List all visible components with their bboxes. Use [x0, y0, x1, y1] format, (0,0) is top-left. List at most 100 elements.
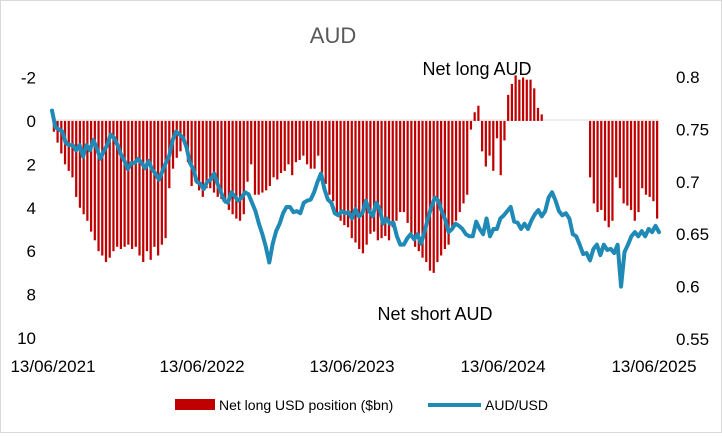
- usd-position-bar: [175, 120, 178, 158]
- right-tick-label: 0.7: [676, 173, 700, 192]
- usd-position-bar: [529, 79, 532, 121]
- usd-position-bar: [376, 120, 379, 241]
- usd-position-bar: [607, 120, 610, 228]
- usd-position-bar: [488, 120, 491, 156]
- usd-position-bar: [242, 120, 245, 215]
- left-tick-label: -2: [21, 69, 36, 88]
- legend: Net long USD position ($bn) AUD/USD: [175, 397, 548, 413]
- usd-position-bar: [82, 120, 85, 215]
- usd-position-bar: [518, 79, 521, 121]
- x-tick-label: 13/06/2021: [10, 357, 95, 376]
- usd-position-bar: [425, 120, 428, 263]
- usd-position-bar: [149, 120, 152, 260]
- usd-position-bar: [451, 120, 454, 230]
- usd-position-bar: [75, 120, 78, 197]
- usd-position-bar: [633, 120, 636, 221]
- usd-position-bar: [417, 120, 420, 252]
- usd-position-bar: [462, 120, 465, 204]
- x-tick-label: 13/06/2024: [460, 357, 545, 376]
- left-tick-label: 0: [27, 112, 36, 131]
- usd-position-bar: [406, 120, 409, 223]
- usd-position-bar: [324, 120, 327, 184]
- usd-position-bar: [514, 75, 517, 121]
- usd-position-bar: [600, 120, 603, 210]
- usd-position-bar: [212, 120, 216, 193]
- usd-position-bar: [458, 120, 461, 213]
- usd-position-bar: [127, 120, 130, 245]
- usd-position-bar: [629, 120, 633, 210]
- usd-position-bar: [499, 120, 502, 176]
- usd-position-bar: [134, 120, 137, 247]
- usd-position-bar: [104, 120, 108, 263]
- usd-position-bar: [116, 120, 119, 247]
- usd-position-bar: [287, 120, 290, 165]
- usd-position-bar: [641, 120, 644, 189]
- right-tick-label: 0.75: [676, 120, 709, 139]
- usd-position-bar: [343, 120, 346, 226]
- usd-position-bar: [320, 120, 324, 174]
- usd-position-bar: [644, 120, 648, 195]
- usd-position-bar: [358, 120, 361, 249]
- usd-position-bar: [224, 120, 227, 204]
- usd-position-bar: [101, 120, 104, 256]
- usd-position-bar: [354, 120, 357, 243]
- usd-position-bar: [145, 120, 149, 252]
- usd-position-bar: [276, 120, 279, 180]
- left-tick-label: 4: [27, 199, 36, 218]
- usd-position-bar: [246, 120, 249, 182]
- usd-position-bar: [291, 120, 294, 176]
- x-tick-label: 13/06/2025: [611, 357, 696, 376]
- usd-position-bar: [596, 120, 599, 213]
- usd-position-bar: [250, 120, 253, 165]
- usd-position-bar: [164, 120, 167, 239]
- usd-position-bar: [346, 120, 350, 228]
- usd-position-bar: [279, 120, 283, 174]
- legend-line-label: AUD/USD: [485, 397, 548, 413]
- usd-position-bar: [261, 120, 264, 193]
- usd-position-bar: [231, 120, 234, 215]
- usd-position-bar: [484, 120, 487, 167]
- usd-position-bar: [183, 120, 186, 141]
- usd-position-bar: [93, 120, 96, 241]
- usd-position-bar: [656, 120, 659, 219]
- usd-position-bar: [492, 120, 495, 171]
- usd-position-bar: [56, 120, 59, 143]
- usd-position-bar: [153, 120, 156, 247]
- usd-position-bar: [648, 120, 651, 197]
- usd-position-bar: [611, 120, 614, 221]
- usd-position-bar: [216, 120, 219, 197]
- usd-position-bar: [428, 120, 432, 271]
- usd-position-bar: [157, 120, 160, 256]
- usd-position-bar: [294, 120, 298, 163]
- usd-position-bar: [391, 120, 394, 228]
- usd-position-bar: [603, 120, 607, 221]
- usd-position-bar: [238, 120, 242, 221]
- usd-position-bar: [466, 120, 469, 195]
- usd-position-bar: [305, 120, 309, 165]
- usd-position-bar: [402, 120, 406, 213]
- usd-position-bar: [197, 120, 201, 191]
- usd-position-bar: [138, 120, 141, 256]
- usd-position-bar: [615, 120, 618, 178]
- usd-position-bar: [97, 120, 100, 252]
- usd-position-bar: [205, 120, 208, 189]
- left-tick-label: 10: [17, 329, 36, 348]
- usd-position-bar: [201, 120, 204, 197]
- usd-position-bar: [339, 120, 342, 221]
- usd-position-bar: [160, 120, 163, 245]
- usd-position-bar: [410, 120, 413, 234]
- usd-position-bar: [536, 107, 540, 121]
- usd-position-bar: [268, 120, 271, 187]
- usd-position-bar: [637, 120, 640, 213]
- usd-position-bar: [384, 120, 387, 236]
- left-axis: -2 0 2 4 6 8 10: [17, 69, 36, 349]
- usd-position-bar: [510, 84, 514, 121]
- usd-position-bar: [190, 120, 193, 187]
- bar-series: [52, 75, 659, 273]
- usd-position-bar: [186, 120, 190, 163]
- right-axis: 0.8 0.75 0.7 0.65 0.6 0.55: [676, 68, 709, 349]
- usd-position-bar: [78, 120, 82, 208]
- usd-position-bar: [469, 120, 473, 130]
- left-tick-label: 6: [27, 242, 36, 261]
- aud-usd-line: [50, 108, 661, 289]
